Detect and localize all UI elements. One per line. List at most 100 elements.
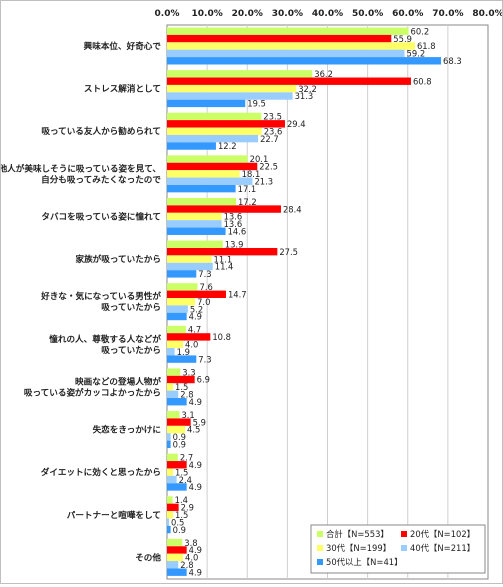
bar	[167, 297, 196, 306]
data-label: 22.7	[260, 134, 279, 144]
data-label: 13.6	[224, 212, 243, 222]
data-label: 2.8	[180, 560, 193, 570]
data-label: 3.3	[182, 367, 195, 377]
data-label: 0.5	[171, 517, 184, 527]
x-tick-label: 40.0%	[312, 9, 343, 19]
bar	[167, 247, 278, 256]
bar	[167, 418, 191, 426]
data-label: 2.7	[180, 453, 193, 463]
data-label: 2.9	[181, 503, 194, 513]
category-label: 失恋をきっかけに	[93, 424, 161, 436]
bars	[167, 27, 442, 576]
data-label: 4.7	[188, 325, 201, 335]
legend-swatch	[317, 531, 323, 537]
x-tick-label: 70.0%	[432, 9, 463, 19]
data-label: 0.9	[173, 432, 186, 442]
data-label: 4.9	[189, 460, 202, 470]
category-label: 好きな・気になっている男性が	[40, 290, 161, 302]
legend-label: 合計【N=553】	[326, 529, 389, 539]
bar	[167, 511, 174, 519]
x-tick-label: 60.0%	[392, 9, 423, 19]
data-label: 13.6	[224, 219, 243, 229]
bar	[167, 333, 211, 341]
data-label: 1.5	[175, 510, 188, 520]
data-label: 19.5	[247, 99, 266, 109]
bar	[167, 255, 212, 263]
data-label: 59.2	[407, 49, 426, 59]
bar	[167, 538, 183, 547]
data-label: 61.8	[417, 41, 436, 51]
data-label: 5.2	[190, 304, 203, 314]
data-label: 4.9	[189, 482, 202, 492]
data-label: 1.9	[177, 347, 190, 357]
bar	[167, 368, 181, 376]
category-label: 興味本位、好奇心で	[84, 40, 162, 52]
data-label: 29.4	[287, 119, 306, 129]
data-label: 4.9	[189, 567, 202, 577]
bar	[167, 77, 411, 85]
bar	[167, 496, 173, 504]
bar	[167, 475, 177, 484]
legend-swatch	[401, 545, 407, 551]
category-label: 映画などの登場人物が	[75, 375, 161, 387]
category-label: 吸っている姿がカッコよかったから	[24, 386, 161, 398]
bar	[167, 348, 175, 356]
data-label: 7.0	[197, 297, 210, 307]
category-label: 家族が吸っていたから	[75, 253, 161, 265]
x-tick-label: 80.0%	[472, 9, 502, 19]
bar	[167, 305, 188, 313]
bar	[167, 57, 442, 65]
bar	[167, 561, 179, 569]
data-label: 36.2	[314, 69, 333, 79]
data-label: 2.8	[180, 390, 193, 400]
data-label: 20.1	[250, 154, 269, 164]
bar	[167, 197, 237, 206]
bar	[167, 325, 186, 334]
legend-label: 30代【N=199】	[326, 543, 391, 553]
data-label: 1.4	[175, 495, 188, 505]
x-tick-labels: 0.0% 10.0% 20.0% 30.0% 40.0% 50.0% 60.0% 70.0% 8…	[155, 9, 503, 19]
data-label: 4.9	[189, 545, 202, 555]
bar	[167, 312, 187, 321]
data-label: 4.5	[187, 425, 200, 435]
bar	[167, 142, 216, 150]
bar	[167, 42, 415, 50]
category-label: 吸っていたから	[101, 345, 161, 356]
category-label: ダイエットに効くと思ったから	[41, 466, 161, 478]
legend-label: 50代以上【N=41】	[326, 557, 402, 567]
x-tick-label: 10.0%	[192, 9, 223, 19]
bar	[167, 155, 248, 163]
legend-label: 20代【N=102】	[410, 529, 475, 539]
data-label: 0.9	[173, 525, 186, 535]
data-label: 12.2	[218, 141, 237, 151]
data-label: 7.3	[198, 354, 211, 364]
legend-label: 40代【N=211】	[410, 543, 475, 553]
data-label: 2.4	[179, 475, 192, 485]
data-label: 1.5	[175, 382, 188, 392]
data-label: 3.1	[181, 410, 194, 420]
data-label: 6.9	[197, 375, 210, 385]
data-label: 13.9	[225, 239, 244, 249]
bar	[167, 461, 187, 469]
category-label: その他	[135, 551, 161, 563]
x-tick-label: 20.0%	[232, 9, 263, 19]
bar	[167, 270, 197, 278]
category-label: ストレス解消として	[84, 83, 161, 95]
data-label: 11.1	[214, 254, 233, 264]
x-tick-label: 0.0%	[155, 9, 180, 19]
data-label: 14.7	[228, 289, 247, 299]
bar	[167, 398, 187, 406]
bar	[167, 383, 174, 391]
bar	[167, 99, 246, 108]
data-label: 7.6	[199, 282, 212, 292]
bar	[167, 453, 178, 462]
data-label: 4.0	[185, 340, 198, 350]
data-label: 22.5	[259, 162, 278, 172]
data-label: 31.3	[295, 91, 314, 101]
bar	[167, 568, 187, 576]
category-label: 他人が美味しそうに吸っている姿を見て、	[1, 162, 161, 174]
data-label: 60.2	[411, 26, 430, 36]
bar	[167, 112, 262, 121]
data-label: 4.0	[185, 553, 198, 563]
